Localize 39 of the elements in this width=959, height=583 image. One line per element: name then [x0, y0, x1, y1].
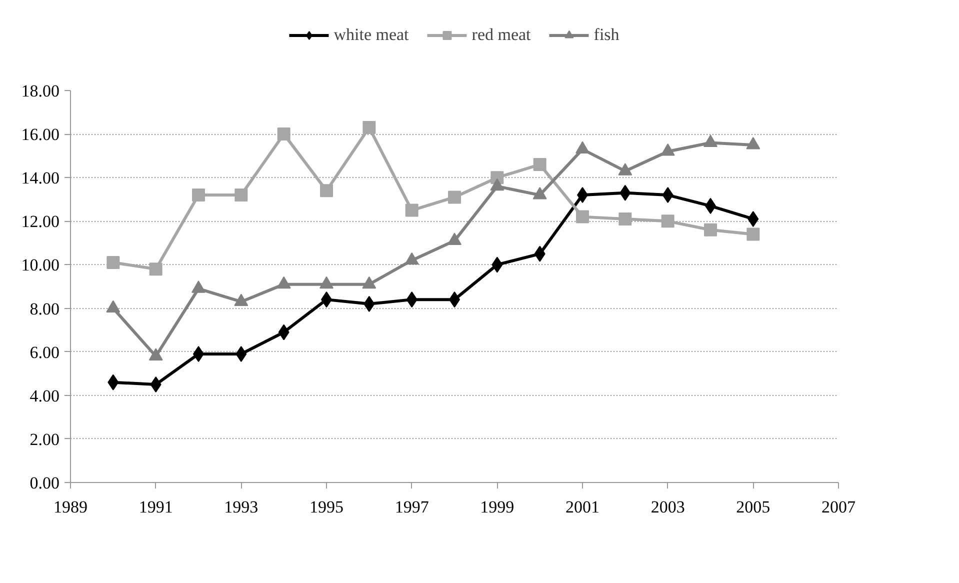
legend-label: red meat [472, 25, 531, 45]
x-tick-label: 1993 [224, 498, 258, 516]
y-tick-label: 0.00 [30, 474, 60, 492]
y-tick-label: 2.00 [30, 430, 60, 449]
x-tick-label: 1991 [138, 498, 173, 516]
x-tick-label: 2003 [650, 498, 685, 516]
x-tick-label: 1989 [54, 498, 88, 516]
legend-label: fish [594, 25, 620, 45]
point [149, 262, 162, 276]
x-tick-label: 1999 [480, 498, 514, 516]
point [533, 158, 546, 172]
y-tick-label: 4.00 [30, 386, 60, 406]
legend-label: white meat [334, 25, 409, 45]
point [448, 190, 461, 204]
point [192, 188, 205, 202]
point [704, 223, 717, 236]
point [405, 204, 418, 217]
point [618, 212, 632, 226]
x-tick-label: 2005 [736, 498, 770, 516]
point [746, 228, 760, 241]
y-tick-label: 6.00 [30, 342, 60, 362]
point [277, 128, 290, 141]
y-tick-label: 10.00 [21, 256, 60, 275]
point [234, 188, 248, 202]
x-tick-label: 1995 [310, 498, 344, 516]
y-tick-label: 16.00 [21, 125, 60, 144]
point [150, 376, 162, 392]
y-tick-label: 8.00 [30, 299, 60, 318]
x-tick-label: 2001 [566, 498, 600, 516]
x-tick-label: 1997 [394, 498, 430, 516]
y-tick-label: 18.00 [21, 82, 60, 100]
y-tick-label: 12.00 [21, 212, 60, 232]
point [362, 121, 376, 134]
point [106, 256, 120, 270]
y-tick-label: 14.00 [21, 168, 60, 188]
x-tick-label: 2007 [822, 498, 856, 516]
point [576, 210, 589, 224]
point [320, 184, 333, 198]
point [661, 214, 674, 228]
